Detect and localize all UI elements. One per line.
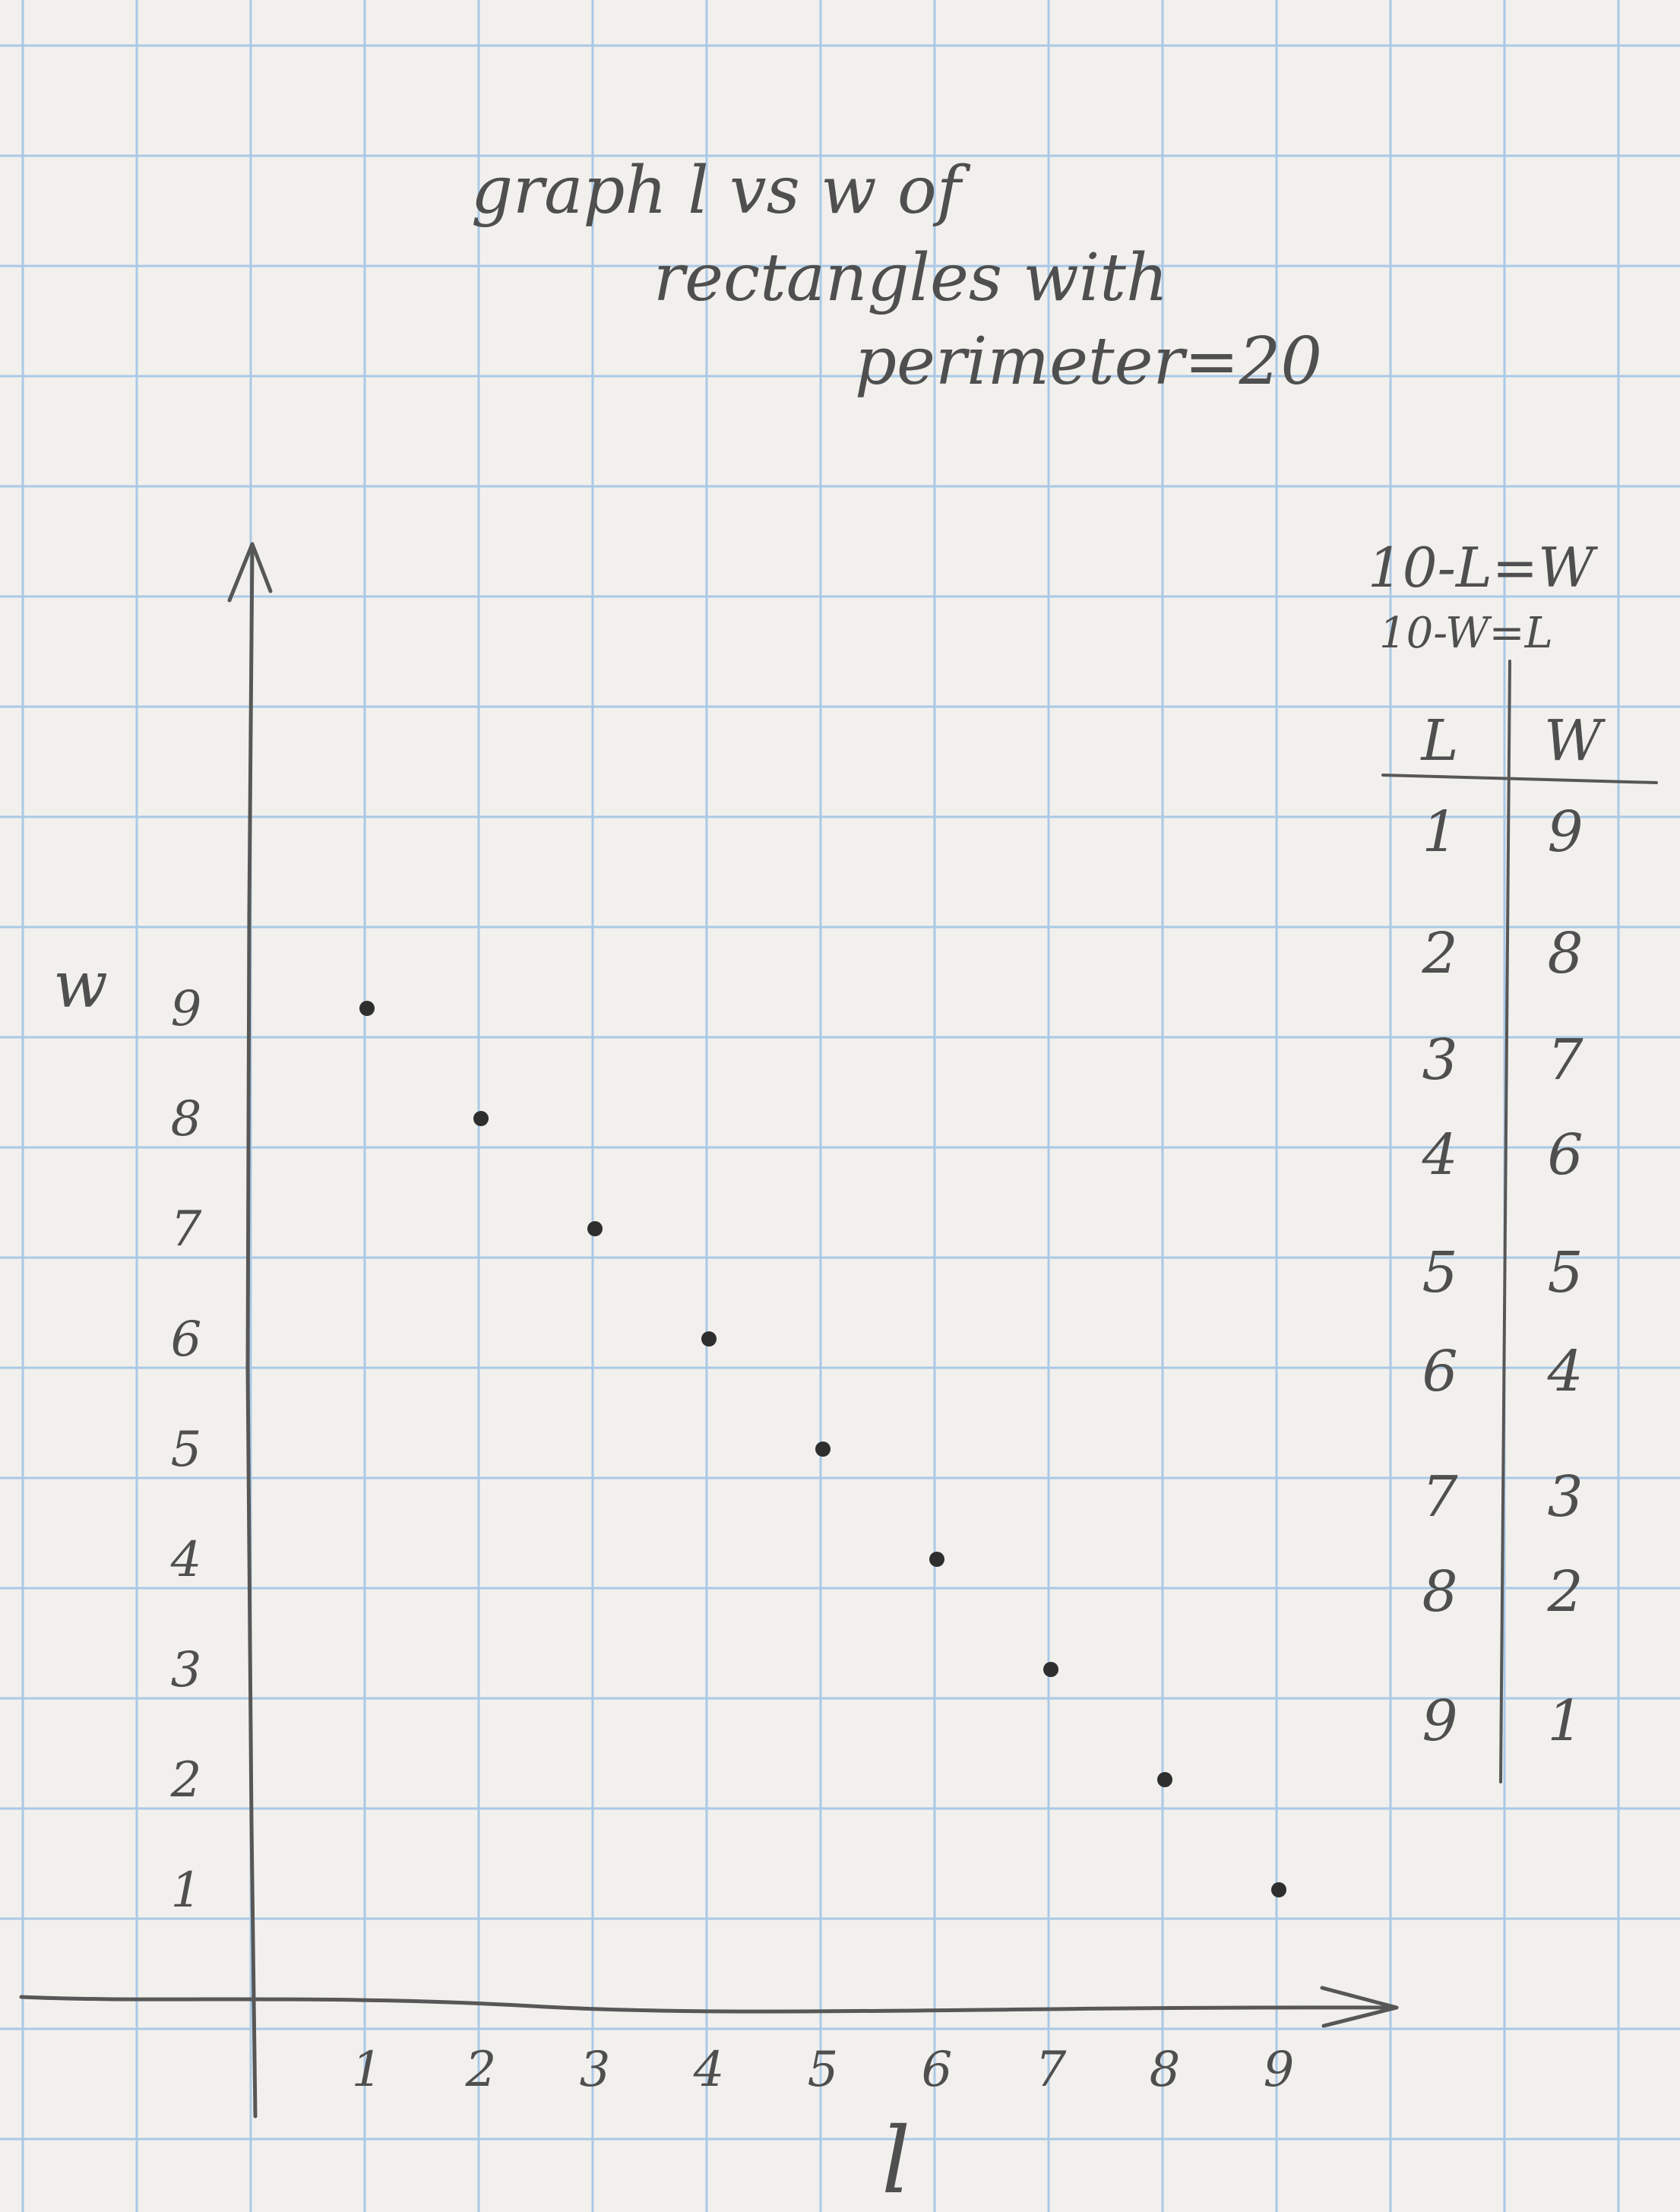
- x-tick-label: 1: [352, 2042, 383, 2098]
- y-tick-label: 8: [171, 1091, 202, 1147]
- table-cell-w: 7: [1547, 1027, 1583, 1093]
- y-tick-label: 7: [171, 1201, 202, 1258]
- x-tick-labels: 1 2 3 4 5 6 7 8 9: [352, 2042, 1295, 2098]
- table-cell-w: 1: [1547, 1688, 1583, 1754]
- table-cell-w: 2: [1546, 1559, 1583, 1625]
- x-tick-label: 2: [465, 2042, 497, 2098]
- table-cell-l: 5: [1422, 1240, 1457, 1305]
- title-line-3: perimeter=20: [855, 324, 1322, 400]
- y-axis-arrowhead: [227, 542, 273, 603]
- x-axis-line: [19, 1995, 1399, 2014]
- table-cell-l: 3: [1422, 1027, 1457, 1093]
- equation-2: 10-W=L: [1379, 609, 1553, 658]
- x-axis-arrowhead: [1320, 1986, 1399, 2028]
- title-line-1: graph l vs w of: [471, 153, 971, 229]
- y-tick-labels: 1 2 3 4 5 6 7 8 9: [170, 981, 202, 1919]
- data-point: [929, 1552, 944, 1567]
- x-axis-label: l: [881, 2109, 910, 2212]
- table-cell-w: 3: [1547, 1464, 1583, 1530]
- table-header-rule: [1381, 774, 1658, 784]
- data-point: [701, 1331, 717, 1347]
- table-cell-w: 4: [1546, 1339, 1583, 1404]
- y-tick-label: 3: [171, 1642, 202, 1698]
- lw-table: L W 1 9 2 8 3 7 4 6 5 5 6 4 7 3 8 2 9 1: [1381, 660, 1658, 1783]
- table-header-w: W: [1544, 708, 1606, 774]
- equation-1: 10-L=W: [1368, 536, 1598, 600]
- axes: [19, 542, 1399, 2119]
- x-tick-label: 9: [1264, 2042, 1295, 2098]
- x-tick-label: 4: [693, 2042, 725, 2098]
- y-tick-label: 6: [171, 1312, 202, 1368]
- x-tick-label: 3: [580, 2042, 611, 2098]
- table-cell-w: 9: [1547, 799, 1583, 865]
- y-axis-line: [245, 545, 258, 2119]
- table-cell-w: 6: [1547, 1122, 1583, 1188]
- table-cell-w: 8: [1547, 921, 1583, 986]
- data-point: [359, 1001, 375, 1016]
- x-tick-label: 5: [808, 2042, 839, 2098]
- table-cell-l: 9: [1422, 1688, 1457, 1754]
- y-tick-label: 1: [171, 1862, 202, 1919]
- data-point: [815, 1441, 831, 1457]
- y-tick-label: 5: [171, 1422, 202, 1478]
- chart-title: graph l vs w of rectangles with perimete…: [471, 153, 1322, 400]
- data-point: [1157, 1772, 1172, 1787]
- data-point: [1043, 1662, 1058, 1677]
- y-tick-label: 9: [171, 981, 202, 1037]
- table-cell-l: 2: [1421, 921, 1457, 986]
- x-tick-label: 8: [1150, 2042, 1181, 2098]
- x-tick-label: 6: [922, 2042, 953, 2098]
- table-divider: [1499, 660, 1511, 1783]
- data-point: [1271, 1882, 1286, 1897]
- y-axis-label: w: [53, 948, 108, 1022]
- table-rows: 1 9 2 8 3 7 4 6 5 5 6 4 7 3 8 2 9 1: [1421, 799, 1583, 1754]
- data-points: [359, 1001, 1286, 1897]
- table-cell-l: 8: [1422, 1559, 1457, 1625]
- equations: 10-L=W 10-W=L: [1368, 536, 1598, 658]
- data-point: [473, 1111, 489, 1126]
- table-header-l: L: [1419, 708, 1458, 774]
- table-cell-l: 4: [1421, 1122, 1457, 1188]
- y-tick-label: 4: [170, 1532, 202, 1588]
- table-cell-w: 5: [1547, 1240, 1583, 1305]
- table-cell-l: 7: [1422, 1464, 1457, 1530]
- table-cell-l: 1: [1422, 799, 1457, 865]
- title-line-2: rectangles with: [653, 240, 1168, 316]
- data-point: [587, 1221, 603, 1236]
- x-tick-label: 7: [1036, 2042, 1067, 2098]
- table-cell-l: 6: [1422, 1339, 1457, 1404]
- y-tick-label: 2: [170, 1752, 202, 1809]
